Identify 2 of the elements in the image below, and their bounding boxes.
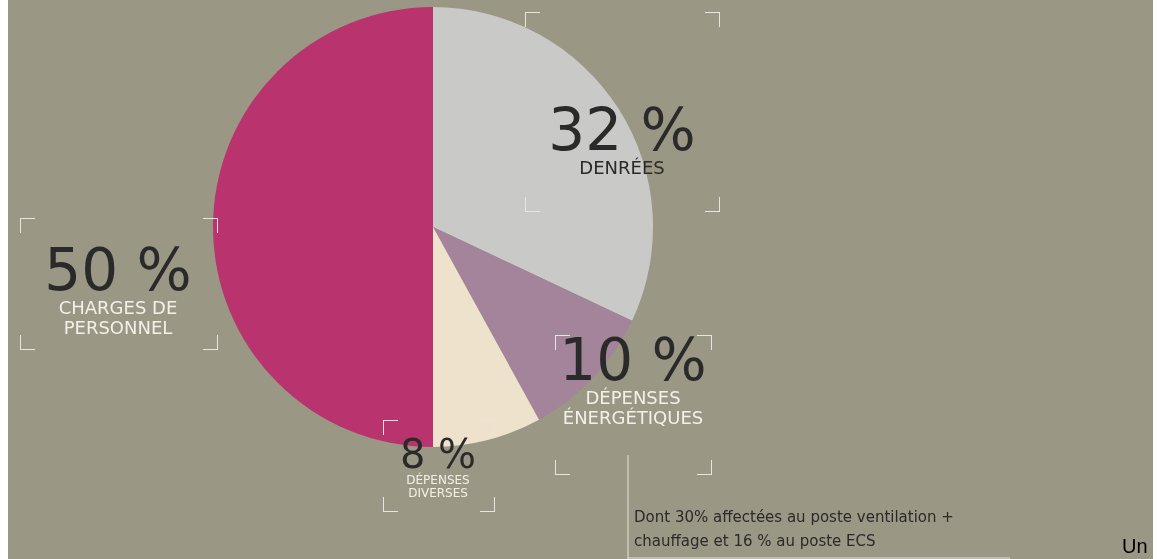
text: Dont 30% affectées au poste ventilation + chauffage et 16 % au poste ECS xyxy=(634,508,954,550)
text: Un xyxy=(1122,535,1148,557)
